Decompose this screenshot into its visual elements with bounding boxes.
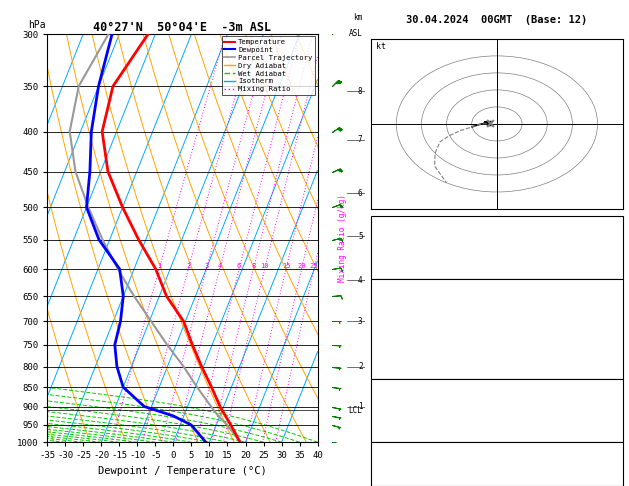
X-axis label: Dewpoint / Temperature (°C): Dewpoint / Temperature (°C) (98, 466, 267, 476)
Text: 314: 314 (603, 406, 620, 415)
Text: 2: 2 (186, 263, 191, 269)
Text: CAPE (J): CAPE (J) (374, 422, 420, 432)
Text: kt: kt (376, 42, 386, 51)
Point (484, 119, 494, 127)
Text: EH: EH (374, 456, 386, 466)
Text: 9: 9 (614, 313, 620, 322)
Text: CAPE (J): CAPE (J) (374, 351, 420, 361)
Text: Hodograph: Hodograph (471, 446, 523, 454)
Text: 1: 1 (358, 402, 363, 411)
Text: 7: 7 (614, 414, 620, 423)
Text: 4: 4 (358, 276, 363, 285)
Text: 8: 8 (251, 263, 255, 269)
Text: Totals Totals: Totals Totals (374, 243, 449, 252)
Text: Lifted Index: Lifted Index (374, 414, 443, 423)
Text: 20: 20 (298, 263, 306, 269)
Text: StmSpd (kt): StmSpd (kt) (374, 476, 438, 485)
Text: 1: 1 (157, 263, 161, 269)
Text: 0: 0 (614, 364, 620, 374)
Text: 3: 3 (614, 476, 620, 485)
Text: 3: 3 (358, 317, 363, 326)
Text: 5: 5 (358, 232, 363, 241)
Text: 18.5: 18.5 (596, 300, 620, 309)
Text: km: km (353, 13, 363, 22)
Point (484, 119, 494, 127)
Text: 6: 6 (358, 189, 363, 198)
Text: ASL: ASL (348, 29, 363, 38)
Text: θₑ(K): θₑ(K) (374, 326, 403, 335)
Text: Temp (°C): Temp (°C) (374, 300, 426, 309)
Text: 15: 15 (282, 263, 290, 269)
Text: 101°: 101° (596, 469, 620, 479)
Text: Mixing Ratio (g/kg): Mixing Ratio (g/kg) (338, 194, 347, 282)
Text: SREH: SREH (374, 463, 398, 472)
Text: 0.96: 0.96 (596, 263, 620, 272)
Text: -1: -1 (608, 224, 620, 233)
Text: Dewp (°C): Dewp (°C) (374, 313, 426, 322)
Text: Lifted Index: Lifted Index (374, 339, 443, 347)
Title: 40°27'N  50°04'E  -3m ASL: 40°27'N 50°04'E -3m ASL (93, 21, 272, 34)
Text: hPa: hPa (28, 20, 46, 30)
Text: -25: -25 (603, 456, 620, 466)
Text: 2: 2 (358, 362, 363, 371)
Text: 4: 4 (218, 263, 222, 269)
Text: Most Unstable: Most Unstable (460, 383, 534, 392)
Text: 0: 0 (614, 422, 620, 432)
Legend: Temperature, Dewpoint, Parcel Trajectory, Dry Adiabat, Wet Adiabat, Isotherm, Mi: Temperature, Dewpoint, Parcel Trajectory… (221, 36, 316, 95)
Text: 3: 3 (204, 263, 208, 269)
Text: 7: 7 (358, 136, 363, 144)
Text: 10: 10 (608, 339, 620, 347)
Text: LCL: LCL (348, 406, 363, 415)
Text: θₑ (K): θₑ (K) (374, 406, 409, 415)
Text: © weatheronline.co.uk: © weatheronline.co.uk (445, 472, 549, 481)
Text: -11: -11 (603, 463, 620, 472)
Text: 32: 32 (608, 243, 620, 252)
Text: 30.04.2024  00GMT  (Base: 12): 30.04.2024 00GMT (Base: 12) (406, 15, 587, 25)
Text: 0: 0 (614, 431, 620, 440)
Text: CIN (J): CIN (J) (374, 364, 415, 374)
Text: CIN (J): CIN (J) (374, 431, 415, 440)
Text: Surface: Surface (477, 284, 517, 293)
Text: 6: 6 (237, 263, 241, 269)
Text: 0: 0 (614, 351, 620, 361)
Text: StmDir: StmDir (374, 469, 409, 479)
Text: 8: 8 (358, 87, 363, 96)
Text: 25: 25 (309, 263, 318, 269)
Text: K: K (374, 224, 380, 233)
Text: PW (cm): PW (cm) (374, 263, 415, 272)
Text: 750: 750 (603, 397, 620, 406)
Text: 10: 10 (260, 263, 269, 269)
Text: 310: 310 (603, 326, 620, 335)
Text: Pressure (mb): Pressure (mb) (374, 397, 449, 406)
